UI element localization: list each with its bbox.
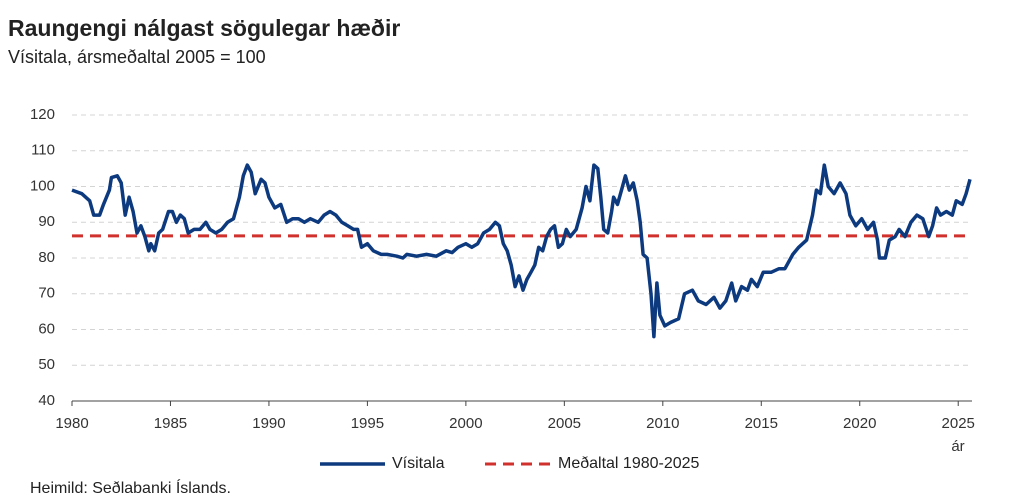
x-tick-label: 1990 — [252, 415, 285, 432]
x-tick-label: 2000 — [449, 415, 482, 432]
y-tick-label: 100 — [30, 177, 55, 194]
x-axis-label: ár — [951, 438, 964, 455]
chart-title: Raungengi nálgast sögulegar hæðir — [8, 15, 400, 41]
series-line — [71, 163, 972, 339]
x-tick-label: 1995 — [351, 415, 384, 432]
y-tick-label: 80 — [38, 249, 55, 266]
x-tick-label: 2010 — [646, 415, 679, 432]
y-tick-label: 110 — [31, 142, 55, 159]
x-tick-label: 1980 — [55, 415, 88, 432]
x-tick-label: 2020 — [843, 415, 876, 432]
y-tick-label: 50 — [38, 356, 55, 373]
legend-label: Meðaltal 1980-2025 — [558, 455, 700, 472]
y-tick-label: 70 — [38, 285, 55, 302]
source: Heimild: Seðlabanki Íslands. — [30, 478, 231, 497]
x-tick-label: 2015 — [745, 415, 778, 432]
x-tick-label: 2025 — [942, 415, 975, 432]
chart-subtitle: Vísitala, ársmeðaltal 2005 = 100 — [8, 47, 266, 67]
x-tick-label: 1985 — [154, 415, 187, 432]
x-tick-label: 2005 — [548, 415, 581, 432]
legend-label: Vísitala — [392, 455, 445, 472]
y-tick-label: 120 — [30, 106, 55, 123]
y-tick-label: 60 — [38, 320, 55, 337]
y-tick-label: 90 — [38, 213, 55, 230]
y-tick-label: 40 — [38, 392, 55, 409]
